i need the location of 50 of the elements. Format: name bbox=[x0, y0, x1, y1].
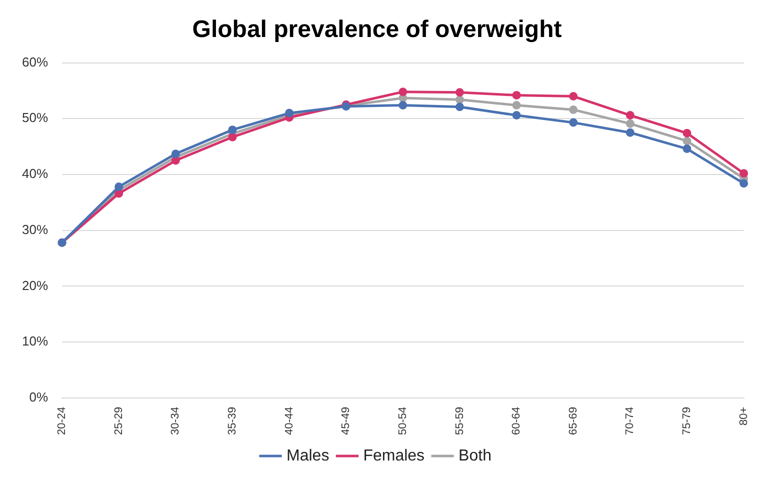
point bbox=[171, 150, 180, 158]
x-tick-label: 40-44 bbox=[283, 406, 296, 436]
x-tick-label: 25-29 bbox=[112, 406, 125, 436]
x-tick-label: 60-64 bbox=[510, 406, 523, 436]
y-tick-label: 30% bbox=[22, 222, 48, 237]
legend-label: Males bbox=[286, 447, 330, 464]
y-tick-label: 50% bbox=[22, 110, 48, 126]
point bbox=[512, 111, 521, 120]
y-tick-label: 0% bbox=[29, 389, 48, 404]
point bbox=[285, 108, 294, 118]
y-tick-label: 20% bbox=[22, 278, 48, 293]
point bbox=[114, 189, 124, 198]
point bbox=[398, 88, 408, 96]
y-tick-label: 40% bbox=[22, 166, 48, 182]
x-tick-label: 70-74 bbox=[624, 406, 636, 436]
point bbox=[512, 100, 521, 110]
point bbox=[626, 128, 634, 137]
point bbox=[682, 144, 692, 154]
point bbox=[228, 132, 237, 142]
x-tick-label: 55-59 bbox=[454, 406, 466, 436]
x-tick-label: 35-39 bbox=[226, 406, 238, 436]
point bbox=[569, 105, 578, 114]
point bbox=[512, 90, 521, 100]
point bbox=[740, 179, 748, 188]
x-tick-label: 45-49 bbox=[340, 406, 352, 436]
point bbox=[569, 118, 578, 127]
x-tick-label: 20-24 bbox=[56, 406, 68, 436]
point bbox=[626, 111, 634, 120]
point bbox=[569, 92, 578, 101]
x-tick-label: 30-34 bbox=[170, 406, 182, 436]
point bbox=[682, 136, 692, 146]
chart-title: Global prevalence of overweight bbox=[192, 16, 562, 44]
point bbox=[228, 126, 237, 134]
point bbox=[626, 119, 634, 128]
y-tick-label: 60% bbox=[22, 54, 48, 70]
legend-label: Both bbox=[458, 447, 492, 464]
x-tick-label: 50-54 bbox=[396, 406, 409, 436]
point bbox=[455, 95, 464, 104]
point bbox=[455, 88, 464, 97]
point bbox=[455, 102, 464, 112]
y-tick-label: 10% bbox=[22, 334, 48, 349]
x-tick-label: 75-79 bbox=[681, 406, 694, 436]
legend-label: Females bbox=[363, 447, 425, 464]
point bbox=[398, 100, 408, 110]
point bbox=[682, 128, 692, 138]
point bbox=[171, 156, 180, 165]
point bbox=[740, 169, 748, 178]
x-tick-label: 65-69 bbox=[567, 406, 580, 436]
point bbox=[114, 182, 124, 192]
x-tick-label: 80+ bbox=[738, 406, 750, 426]
